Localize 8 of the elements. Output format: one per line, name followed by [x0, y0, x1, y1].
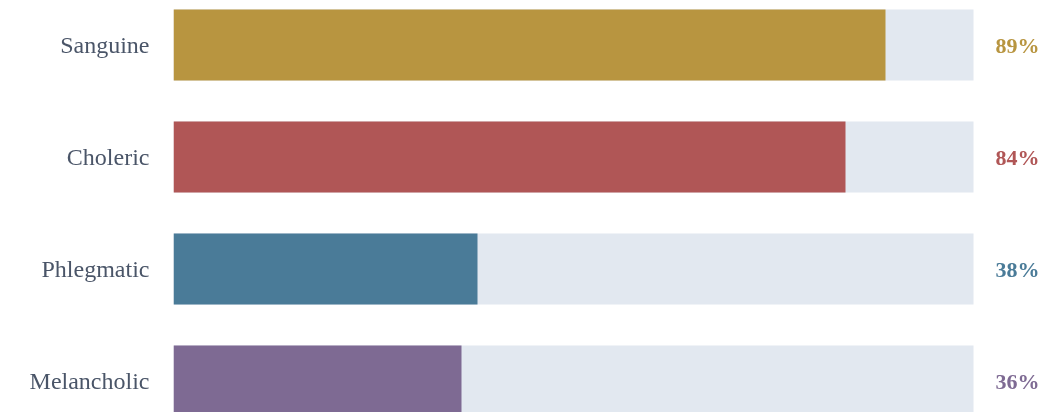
y-tick-label: Sanguine	[60, 32, 150, 58]
data-label: 89%	[995, 32, 1040, 58]
data-label: 36%	[995, 368, 1040, 394]
data-label: 38%	[995, 256, 1040, 282]
data-label: 84%	[995, 144, 1040, 170]
y-tick-label: Melancholic	[29, 368, 150, 394]
y-tick-label: Choleric	[66, 144, 150, 170]
y-tick-label: Phlegmatic	[41, 256, 150, 282]
